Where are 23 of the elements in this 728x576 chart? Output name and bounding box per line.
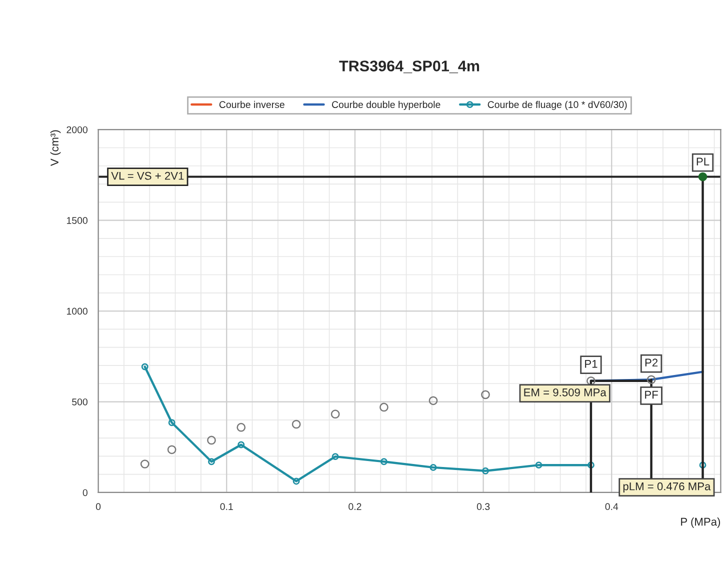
y-axis-title: V (cm³) (50, 130, 61, 166)
y-tick-label: 1500 (66, 217, 88, 224)
legend-label: Courbe inverse (219, 100, 284, 108)
annotation: pLM = 0.476 MPa (623, 482, 711, 492)
legend-label: Courbe de fluage (10 * dV60/30) (488, 100, 627, 110)
x-tick-label: 0.2 (348, 503, 362, 510)
x-axis-title: P (MPa) (681, 518, 720, 528)
annotation: P1 (585, 360, 598, 368)
x-tick-label: 0.4 (605, 503, 618, 510)
y-tick-label: 1000 (66, 308, 88, 315)
annotation: P2 (645, 358, 658, 366)
annotation: EM = 9.509 MPa (524, 388, 606, 396)
y-tick-label: 500 (72, 398, 88, 406)
x-tick-label: 0.1 (220, 503, 233, 510)
annotation: PF (645, 390, 658, 399)
legend-label: Courbe double hyperbole (332, 100, 440, 110)
ref-line-label: VL = VS + 2V1 (111, 172, 184, 180)
y-tick-label: 0 (82, 489, 88, 496)
x-tick-label: 0.3 (476, 503, 490, 510)
annotation: PL (696, 158, 710, 166)
chart-title: TRS3964_SP01_4m (339, 60, 480, 74)
x-tick-label: 0 (96, 503, 101, 510)
y-tick-label: 2000 (66, 126, 88, 134)
